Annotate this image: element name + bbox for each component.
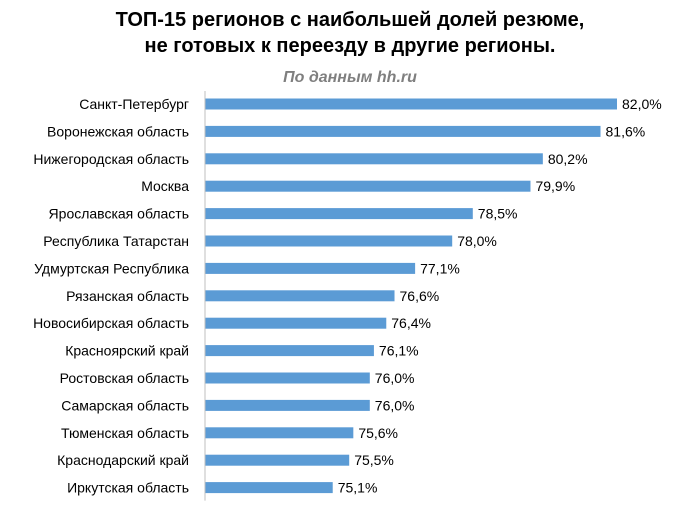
- chart-title-line-1: ТОП-15 регионов с наибольшей долей резюм…: [115, 9, 585, 31]
- category-label: Иркутская область: [67, 480, 189, 496]
- category-label: Санкт-Петербург: [79, 96, 189, 112]
- bar: [205, 427, 354, 439]
- data-label: 76,0%: [375, 370, 415, 386]
- category-label: Воронежская область: [47, 123, 189, 139]
- bar: [205, 372, 370, 384]
- bar: [205, 153, 543, 165]
- category-label: Рязанская область: [66, 288, 189, 304]
- bar: [205, 290, 395, 302]
- category-label: Москва: [141, 178, 189, 194]
- data-label: 76,4%: [391, 315, 431, 331]
- category-label: Нижегородская область: [33, 151, 189, 167]
- bar: [205, 482, 333, 494]
- bar: [205, 98, 617, 110]
- data-label: 75,6%: [358, 425, 398, 441]
- category-label: Тюменская область: [61, 425, 189, 441]
- category-label: Ростовская область: [60, 370, 189, 386]
- chart-title-line-2: не готовых к переезду в другие регионы.: [144, 35, 556, 57]
- category-label: Ярославская область: [49, 206, 189, 222]
- chart-subtitle: По данным hh.ru: [283, 69, 417, 86]
- bar: [205, 454, 350, 466]
- bar: [205, 262, 416, 274]
- data-label: 78,0%: [457, 233, 497, 249]
- bar: [205, 208, 473, 220]
- data-label: 75,5%: [354, 452, 394, 468]
- data-label: 76,6%: [400, 288, 440, 304]
- bar: [205, 235, 453, 247]
- bar: [205, 180, 531, 192]
- category-label: Удмуртская Республика: [34, 260, 189, 276]
- category-label: Красноярский край: [65, 343, 189, 359]
- category-label: Республика Татарстан: [43, 233, 189, 249]
- bar: [205, 345, 374, 357]
- data-label: 80,2%: [548, 151, 588, 167]
- data-label: 82,0%: [622, 96, 662, 112]
- category-label: Краснодарский край: [57, 452, 189, 468]
- data-label: 79,9%: [535, 178, 575, 194]
- data-label: 76,0%: [375, 397, 415, 413]
- category-label: Самарская область: [61, 397, 189, 413]
- bar: [205, 399, 370, 411]
- data-label: 81,6%: [606, 123, 646, 139]
- category-label: Новосибирская область: [33, 315, 189, 331]
- bar: [205, 317, 387, 329]
- bar: [205, 125, 601, 137]
- data-label: 77,1%: [420, 260, 460, 276]
- data-label: 76,1%: [379, 343, 419, 359]
- data-label: 78,5%: [478, 206, 518, 222]
- data-label: 75,1%: [338, 480, 378, 496]
